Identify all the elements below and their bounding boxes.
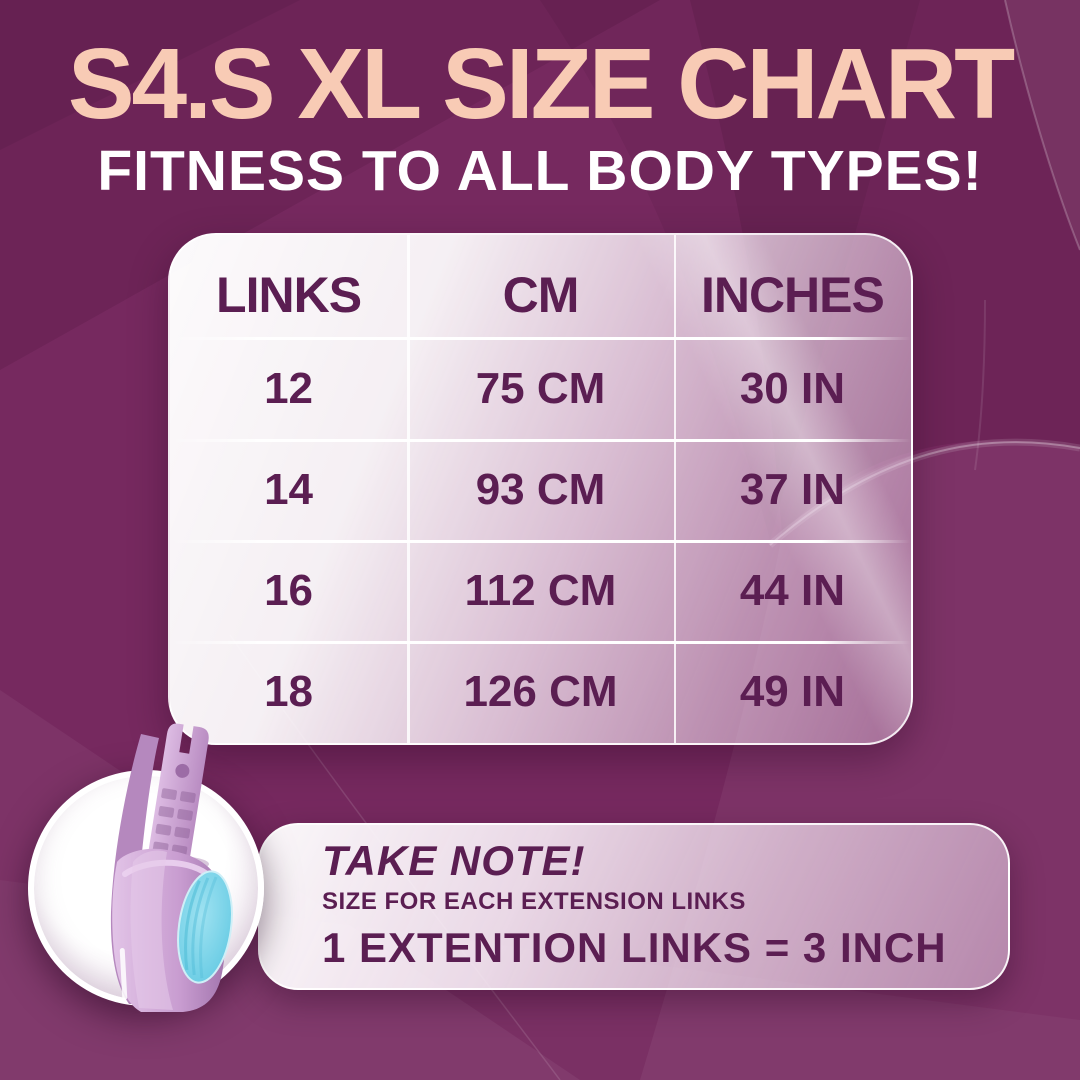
table-cell: 49 IN xyxy=(739,667,845,717)
column-header-inches: INCHES xyxy=(700,266,885,323)
row-divider xyxy=(170,540,911,544)
table-cell: 16 xyxy=(264,566,314,616)
column-header-links: LINKS xyxy=(216,266,362,323)
column-header-cm: CM xyxy=(502,266,580,323)
product-clip xyxy=(146,723,209,868)
table-cell: 14 xyxy=(264,464,314,514)
note-panel: TAKE NOTE! SIZE FOR EACH EXTENSION LINKS… xyxy=(258,823,1010,990)
note-formula: 1 EXTENTION LINKS = 3 INCH xyxy=(322,923,947,971)
table-cell: 75 CM xyxy=(475,363,606,413)
page-subtitle: FITNESS TO ALL BODY TYPES! xyxy=(97,139,983,203)
clip-vents xyxy=(152,788,196,857)
column-divider xyxy=(407,235,410,743)
note-subheading: SIZE FOR EACH EXTENSION LINKS xyxy=(322,888,746,916)
note-heading: TAKE NOTE! xyxy=(322,837,586,884)
table-cell: 37 IN xyxy=(739,464,845,514)
size-chart-table: LINKS CM INCHES 12 75 CM 30 IN 14 93 CM 37 IN 16 1… xyxy=(168,233,913,745)
table-cell: 18 xyxy=(264,667,314,717)
table-cell: 126 CM xyxy=(463,667,618,717)
clip-hole xyxy=(175,763,190,778)
table-grid: LINKS CM INCHES 12 75 CM 30 IN 14 93 CM 37 IN 16 1… xyxy=(170,235,911,743)
table-cell: 112 CM xyxy=(464,566,617,616)
table-cell: 93 CM xyxy=(475,464,606,514)
column-divider xyxy=(673,235,677,743)
hoop-link-product-illustration xyxy=(110,723,233,1012)
table-cell: 12 xyxy=(264,363,314,413)
row-divider xyxy=(170,337,911,341)
table-cell: 44 IN xyxy=(739,566,845,616)
row-divider xyxy=(170,641,911,645)
row-divider xyxy=(170,438,911,442)
product-blue-button xyxy=(177,870,233,984)
table-cell: 30 IN xyxy=(739,363,845,413)
page-title: S4.S XL SIZE CHART xyxy=(67,28,1015,140)
